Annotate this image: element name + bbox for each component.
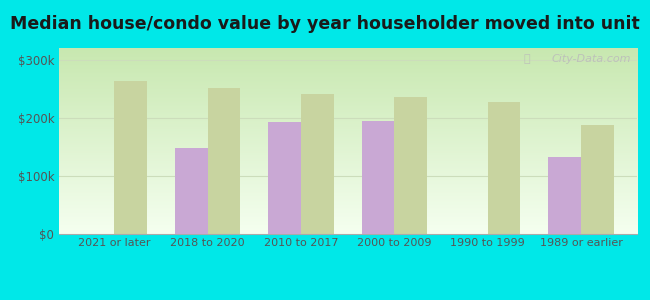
Text: ⓘ: ⓘ [523, 54, 530, 64]
Text: City-Data.com: City-Data.com [552, 54, 631, 64]
Bar [488, 102, 521, 234]
Bar [549, 157, 581, 234]
Bar [362, 121, 395, 234]
Bar [208, 88, 240, 234]
Bar [581, 125, 614, 234]
Text: Median house/condo value by year householder moved into unit: Median house/condo value by year househo… [10, 15, 640, 33]
Bar [175, 148, 208, 234]
Bar [301, 94, 333, 234]
Bar [395, 98, 427, 234]
Bar [114, 81, 147, 234]
Bar [268, 122, 301, 234]
